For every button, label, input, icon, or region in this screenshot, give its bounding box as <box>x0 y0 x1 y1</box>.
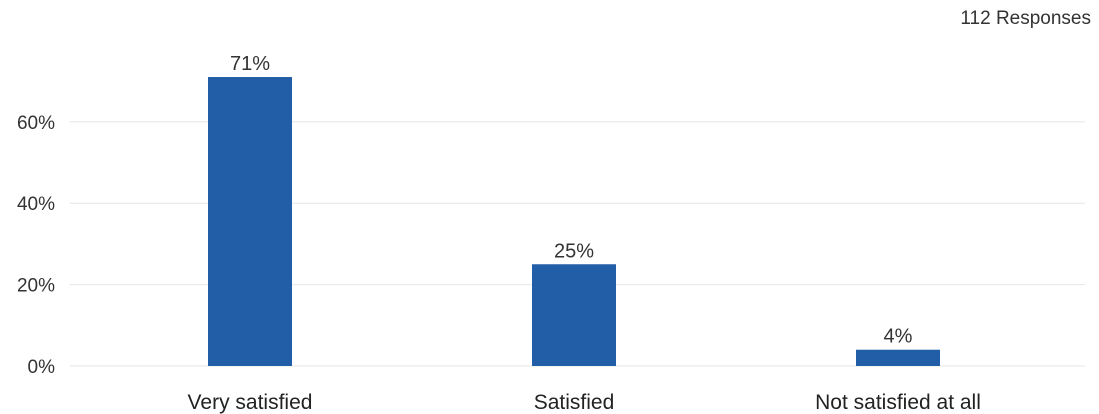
data-label: 25% <box>554 240 594 262</box>
y-tick-label: 0% <box>28 357 56 378</box>
category-label: Satisfied <box>534 391 615 414</box>
y-tick-label: 20% <box>17 276 55 297</box>
category-label: Not satisfied at all <box>815 391 981 414</box>
data-label: 4% <box>884 326 913 348</box>
y-tick-label: 40% <box>17 194 55 215</box>
y-tick-label: 60% <box>17 113 55 134</box>
bar <box>532 264 616 366</box>
responses-count: 112 Responses <box>960 8 1091 29</box>
category-label: Very satisfied <box>188 391 313 414</box>
bar <box>856 349 940 366</box>
data-label: 71% <box>230 53 270 75</box>
bar <box>208 77 292 366</box>
